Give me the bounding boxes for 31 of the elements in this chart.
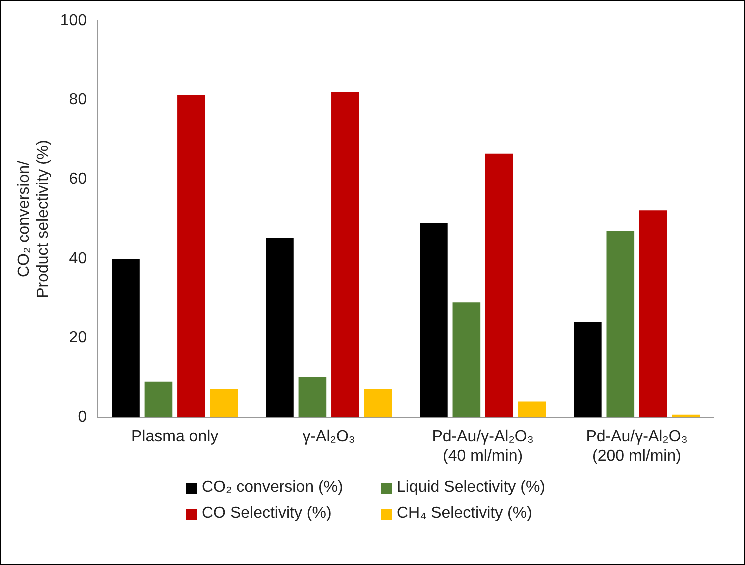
bar: [332, 92, 360, 418]
bar: [420, 223, 448, 418]
bar: [574, 322, 602, 418]
bar: [210, 389, 238, 418]
bar: [112, 258, 140, 418]
legend-label: CO₂ conversion (%): [202, 479, 344, 497]
bar: [606, 231, 635, 418]
y-tick-label: 60: [69, 171, 88, 188]
bar: [485, 154, 514, 418]
x-tick-label: Pd-Au/γ-Al₂O₃ (200 ml/min): [586, 428, 688, 465]
y-axis-title: CO₂ conversion/ Product selectivity (%): [16, 140, 52, 298]
legend-label: CO Selectivity (%): [202, 505, 332, 523]
bar: [672, 414, 700, 418]
bar: [364, 389, 392, 418]
y-tick-label: 100: [60, 12, 88, 30]
legend-label: Liquid Selectivity (%): [397, 479, 546, 497]
y-tick-label: 80: [69, 92, 88, 109]
bar: [518, 402, 546, 418]
legend-label: CH₄ Selectivity (%): [397, 505, 532, 523]
x-tick-label: Plasma only: [132, 428, 219, 446]
y-tick-label: 20: [69, 330, 88, 347]
y-tick-label: 0: [78, 409, 88, 426]
bar: [178, 95, 206, 418]
bar: [452, 302, 481, 418]
x-tick-label: Pd-Au/γ-Al₂O₃ (40 ml/min): [432, 428, 534, 465]
y-tick-label: 40: [69, 250, 88, 268]
x-tick-label: γ-Al₂O₃: [302, 428, 356, 446]
bar: [298, 377, 327, 418]
bar: [639, 210, 668, 418]
bar: [266, 238, 294, 418]
bar: [144, 382, 173, 418]
